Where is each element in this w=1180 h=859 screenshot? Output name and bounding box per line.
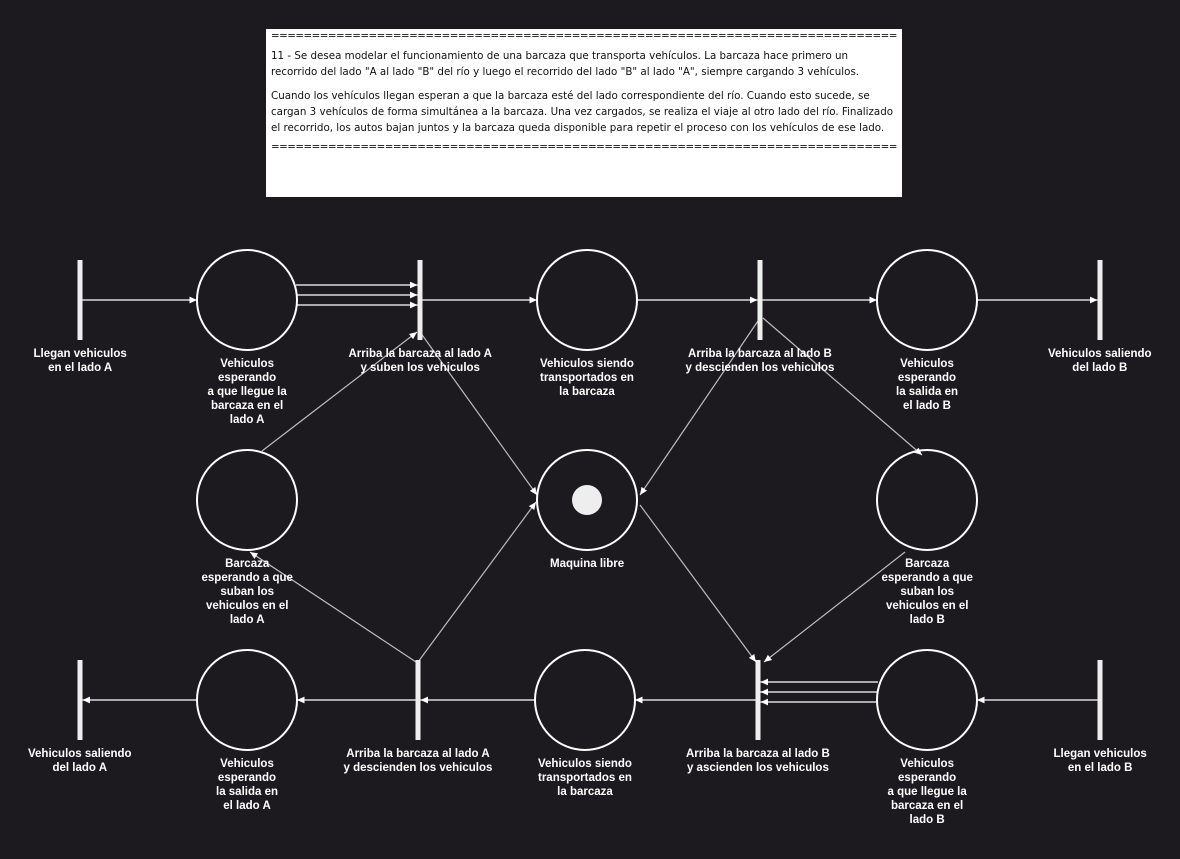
transition-saliendo-b — [1097, 260, 1103, 340]
place-label-esperando-a: Vehiculos esperando a que llegue la barc… — [207, 358, 287, 426]
place-esperando-b — [876, 649, 978, 751]
arc-descienden-to-maquina — [639, 317, 761, 496]
place-label-transportados-ab: Vehiculos siendo transportados en la bar… — [540, 358, 634, 398]
place-label-barcaza-a: Barcaza esperando a que suban los vehicu… — [201, 558, 293, 626]
place-transportados-ab — [536, 249, 638, 351]
problem-statement: ========================================… — [266, 29, 902, 197]
transition-arriba-b-descienden — [757, 260, 763, 340]
arcs-layer — [82, 281, 1098, 706]
separator-top: ========================================… — [271, 30, 897, 42]
arc-descienden-to-barcaza-b — [762, 317, 923, 456]
statement-paragraph-1: 11 - Se desea modelar el funcionamiento … — [271, 50, 860, 78]
place-label-maquina-libre: Maquina libre — [550, 558, 625, 570]
transition-label-saliendo-a: Vehiculos saliendo del lado A — [28, 748, 132, 774]
place-label-transportados-ba: Vehiculos siendo transportados en la bar… — [538, 758, 632, 798]
place-label-barcaza-b: Barcaza esperando a que suban los vehicu… — [881, 558, 973, 626]
separator-bottom: ========================================… — [271, 141, 897, 153]
transition-label-llegan-b: Llegan vehiculos en el lado B — [1053, 748, 1147, 774]
transition-llegan-b — [1097, 660, 1103, 740]
arc-barcaza-b-to-ascienden — [763, 551, 906, 663]
transition-label-arriba-b-descienden: Arriba la barcaza al lado B y descienden… — [685, 348, 835, 374]
transition-llegan-a — [77, 260, 83, 340]
transition-arriba-a-descienden — [415, 660, 421, 740]
place-salida-a — [196, 649, 298, 751]
nodes-layer — [77, 249, 1103, 751]
transition-label-saliendo-b: Vehiculos saliendo del lado B — [1048, 348, 1152, 374]
transition-saliendo-a — [77, 660, 83, 740]
transition-label-arriba-a-descienden: Arriba la barcaza al lado A y descienden… — [343, 748, 493, 774]
arc-maquina-to-ascienden — [639, 504, 757, 663]
transition-arriba-a-suben — [417, 260, 423, 340]
place-label-salida-a: Vehiculos esperando la salida en el lado… — [216, 758, 279, 812]
transition-label-arriba-a-suben: Arriba la barcaza al lado A y suben los … — [348, 348, 492, 374]
arc-desc-a-to-maquina — [417, 501, 537, 663]
arc-barcaza-a-to-suben — [261, 331, 418, 452]
place-esperando-a — [196, 249, 298, 351]
place-salida-b — [876, 249, 978, 351]
transition-label-llegan-a: Llegan vehiculos en el lado A — [33, 348, 127, 374]
transition-arriba-b-ascienden — [755, 660, 761, 740]
place-transportados-ba — [534, 649, 636, 751]
arc-desc-a-to-barcaza-a — [249, 551, 417, 663]
place-label-esperando-b: Vehiculos esperando a que llegue la barc… — [887, 758, 967, 826]
place-label-salida-b: Vehiculos esperando la salida en el lado… — [896, 358, 959, 412]
arc-suben-to-maquina — [419, 331, 538, 496]
place-barcaza-b — [876, 449, 978, 551]
place-maquina-libre — [536, 449, 638, 551]
place-barcaza-a — [196, 449, 298, 551]
statement-paragraph-2: Cuando los vehículos llegan esperan a qu… — [271, 90, 894, 134]
token — [572, 485, 602, 515]
transition-label-arriba-b-ascienden: Arriba la barcaza al lado B y ascienden … — [686, 748, 830, 774]
